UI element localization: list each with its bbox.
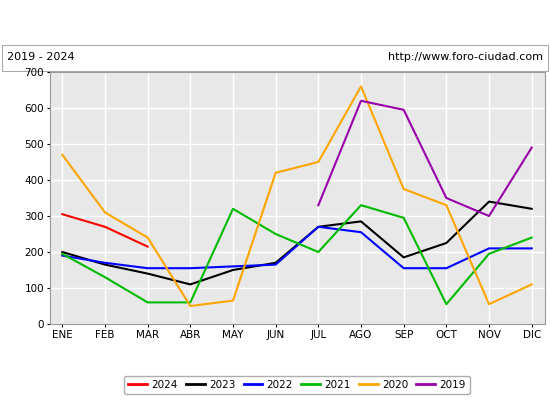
Text: 2019 - 2024: 2019 - 2024 xyxy=(7,52,74,62)
Legend: 2024, 2023, 2022, 2021, 2020, 2019: 2024, 2023, 2022, 2021, 2020, 2019 xyxy=(124,376,470,394)
Text: http://www.foro-ciudad.com: http://www.foro-ciudad.com xyxy=(388,52,543,62)
Text: Evolucion Nº Turistas Nacionales en el municipio de Linares de la Sierra: Evolucion Nº Turistas Nacionales en el m… xyxy=(46,16,504,28)
